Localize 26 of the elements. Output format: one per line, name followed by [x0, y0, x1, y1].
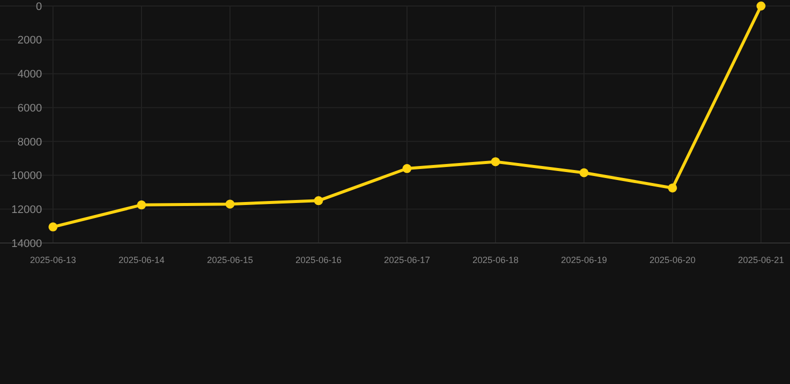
point: [491, 157, 500, 166]
x-tick-label: 2025-06-18: [472, 255, 519, 265]
y-tick-label: 6000: [18, 102, 42, 114]
y-tick-label: 8000: [18, 136, 42, 148]
y-tick-label: 14000: [11, 238, 42, 250]
point: [668, 183, 677, 192]
y-tick-label: 0: [36, 0, 42, 13]
point: [756, 2, 766, 10]
point: [580, 168, 588, 178]
x-tick-label: 2025-06-14: [118, 255, 165, 265]
y-tick-label: 10000: [11, 170, 42, 182]
x-tick-label: 2025-06-20: [649, 255, 696, 265]
y-tick-label: 4000: [18, 68, 42, 81]
y-tick-label: 2000: [18, 34, 42, 47]
point: [226, 200, 234, 209]
point: [48, 222, 58, 232]
point: [314, 196, 323, 206]
point: [137, 200, 146, 210]
x-tick-label: 2025-06-15: [206, 255, 254, 265]
x-tick-label: 2025-06-16: [295, 255, 342, 265]
x-tick-label: 2025-06-13: [30, 255, 76, 265]
x-tick-label: 2025-06-19: [560, 255, 608, 265]
point: [402, 164, 412, 174]
x-tick-label: 2025-06-17: [384, 255, 430, 265]
x-tick-label: 2025-06-21: [738, 255, 784, 265]
y-tick-label: 12000: [11, 204, 42, 216]
